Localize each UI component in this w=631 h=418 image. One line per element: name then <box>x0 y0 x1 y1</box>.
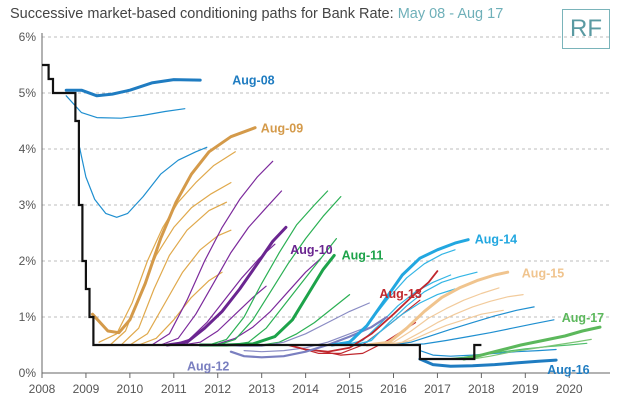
series-line <box>109 182 232 346</box>
series-label: Aug-14 <box>475 233 517 247</box>
series-line <box>243 326 368 353</box>
series-line <box>330 238 470 347</box>
x-tick-label: 2015 <box>336 382 363 396</box>
x-tick-label: 2014 <box>292 382 319 396</box>
x-tick-label: 2013 <box>248 382 275 396</box>
series-label: Aug-13 <box>379 287 421 301</box>
y-tick-label: 5% <box>19 86 37 100</box>
x-tick-label: 2010 <box>117 382 144 396</box>
series-line <box>198 253 336 347</box>
axes: 0% 1% 2% 3% 4% 5% 6% 2008 2009 2010 2011 2012 2013 20… <box>19 30 610 396</box>
series-label: Aug-08 <box>232 74 274 88</box>
series-line <box>138 271 223 346</box>
series-line <box>261 294 351 346</box>
title-main: Successive market-based conditioning pat… <box>10 6 394 22</box>
series-line <box>401 319 555 346</box>
series-line <box>65 95 186 119</box>
series-line <box>418 357 558 368</box>
rf-logo: RF <box>562 9 610 49</box>
series-line <box>229 315 388 359</box>
series-label: Aug-11 <box>342 248 384 262</box>
series-line <box>390 309 504 346</box>
series-line <box>208 190 329 346</box>
series-line <box>221 302 370 347</box>
series-line <box>462 325 602 361</box>
series-line <box>287 270 439 353</box>
series-line <box>365 270 510 347</box>
series-line <box>160 190 283 346</box>
series-line <box>120 201 228 346</box>
series-line <box>472 338 592 360</box>
x-tick-label: 2009 <box>73 382 100 396</box>
y-tick-label: 4% <box>19 142 37 156</box>
series-line <box>353 271 478 346</box>
series-line <box>151 160 274 346</box>
series-line <box>98 151 236 343</box>
series-label: Aug-10 <box>290 243 332 257</box>
series-label: Aug-17 <box>562 311 604 325</box>
series-line <box>199 257 322 346</box>
chart-title: Successive market-based conditioning pat… <box>10 6 503 22</box>
x-tick-label: 2019 <box>512 382 539 396</box>
series-line <box>165 225 288 347</box>
x-tick-label: 2011 <box>161 382 187 396</box>
series-line <box>230 238 337 346</box>
x-tick-label: 2016 <box>380 382 407 396</box>
series-line <box>91 126 257 335</box>
series-line <box>344 274 452 346</box>
series-lines <box>42 63 602 368</box>
y-tick-label: 6% <box>19 30 37 44</box>
y-tick-label: 1% <box>19 310 37 324</box>
series-line <box>217 196 342 346</box>
y-tick-label: 3% <box>19 198 37 212</box>
series-line <box>381 294 524 346</box>
series-labels: Aug-08 Aug-09 Aug-10 Aug-11 Aug-12 Aug-13 Aug-… <box>187 74 604 378</box>
x-tick-label: 2020 <box>556 382 583 396</box>
series-line <box>392 306 535 346</box>
x-tick-label: 2008 <box>29 382 56 396</box>
series-line <box>78 145 208 218</box>
x-tick-label: 2017 <box>424 382 451 396</box>
x-tick-label: 2012 <box>204 382 231 396</box>
series-label: Aug-12 <box>187 359 229 373</box>
series-line <box>64 78 202 98</box>
series-line <box>373 287 500 346</box>
x-tick-label: 2018 <box>468 382 495 396</box>
series-label: Aug-09 <box>261 121 303 135</box>
y-tick-label: 0% <box>19 366 37 380</box>
grid-lines <box>42 36 610 318</box>
y-tick-label: 2% <box>19 254 37 268</box>
title-range: May 08 - Aug 17 <box>397 6 504 22</box>
series-label: Aug-16 <box>547 363 589 377</box>
bank-rate-line <box>42 63 482 361</box>
series-label: Aug-15 <box>522 266 564 280</box>
